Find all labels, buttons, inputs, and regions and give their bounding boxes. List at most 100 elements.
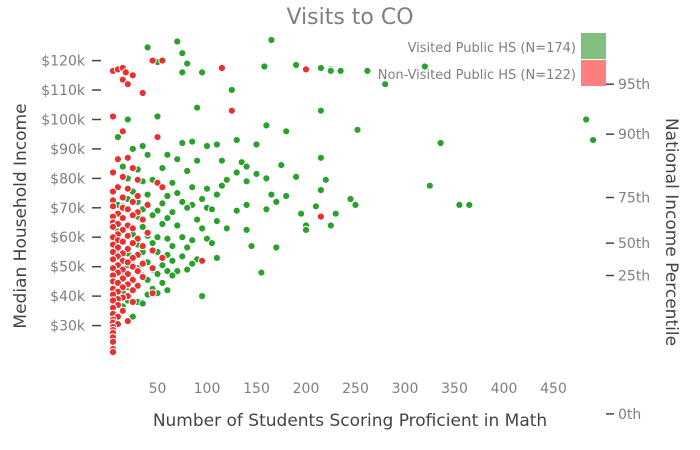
data-point[interactable] xyxy=(158,278,167,287)
data-point[interactable] xyxy=(212,140,221,149)
data-point[interactable] xyxy=(168,271,177,280)
data-point[interactable] xyxy=(183,59,192,68)
data-point[interactable] xyxy=(138,141,147,151)
data-point[interactable] xyxy=(148,246,157,255)
data-point[interactable] xyxy=(128,144,137,153)
data-point[interactable] xyxy=(153,133,162,142)
data-point[interactable] xyxy=(118,237,127,246)
data-point[interactable] xyxy=(232,168,241,177)
data-point[interactable] xyxy=(128,164,137,173)
data-point[interactable] xyxy=(193,215,202,224)
data-point[interactable] xyxy=(282,127,291,136)
data-point[interactable] xyxy=(589,136,598,145)
data-point[interactable] xyxy=(257,268,266,277)
data-point[interactable] xyxy=(262,174,271,183)
data-point[interactable] xyxy=(455,200,464,209)
data-point[interactable] xyxy=(123,115,132,124)
data-point[interactable] xyxy=(128,211,137,220)
data-point[interactable] xyxy=(138,272,147,282)
data-point[interactable] xyxy=(108,222,118,231)
data-point[interactable] xyxy=(321,175,330,184)
data-point[interactable] xyxy=(123,269,132,279)
data-point[interactable] xyxy=(118,75,127,84)
legend-item[interactable]: Non-Visited Public HS (N=122) xyxy=(378,60,606,86)
data-point[interactable] xyxy=(158,219,167,229)
data-point[interactable] xyxy=(128,297,137,307)
data-point[interactable] xyxy=(108,187,118,196)
data-point[interactable] xyxy=(252,140,261,149)
data-point[interactable] xyxy=(277,161,286,170)
data-point[interactable] xyxy=(188,259,197,268)
data-point[interactable] xyxy=(336,66,345,76)
data-point[interactable] xyxy=(118,193,127,202)
data-point[interactable] xyxy=(465,200,474,209)
data-point[interactable] xyxy=(143,228,152,237)
data-point[interactable] xyxy=(381,80,390,89)
data-point[interactable] xyxy=(158,183,167,192)
data-point[interactable] xyxy=(128,312,137,321)
data-point[interactable] xyxy=(272,197,281,206)
data-point[interactable] xyxy=(168,178,177,187)
data-point[interactable] xyxy=(297,209,306,218)
data-point[interactable] xyxy=(158,56,167,65)
data-point[interactable] xyxy=(143,43,152,52)
data-point[interactable] xyxy=(153,269,162,279)
data-point[interactable] xyxy=(158,261,167,270)
data-point[interactable] xyxy=(198,68,207,77)
data-point[interactable] xyxy=(198,194,207,204)
data-point[interactable] xyxy=(222,175,231,184)
legend[interactable]: Visited Public HS (N=174) Non-Visited Pub… xyxy=(378,33,606,86)
data-point[interactable] xyxy=(202,184,212,193)
data-point[interactable] xyxy=(168,256,177,265)
data-point[interactable] xyxy=(316,63,325,73)
data-point[interactable] xyxy=(301,225,311,234)
data-point[interactable] xyxy=(316,186,325,195)
data-point[interactable] xyxy=(138,88,147,98)
data-point[interactable] xyxy=(316,153,325,162)
data-point[interactable] xyxy=(138,215,147,224)
data-point[interactable] xyxy=(133,267,142,276)
data-point[interactable] xyxy=(108,255,118,264)
data-point[interactable] xyxy=(183,265,192,274)
data-point[interactable] xyxy=(363,66,372,76)
data-point[interactable] xyxy=(148,239,157,248)
data-point[interactable] xyxy=(123,244,132,254)
data-point[interactable] xyxy=(163,267,172,276)
data-point[interactable] xyxy=(163,214,172,223)
data-point[interactable] xyxy=(153,206,162,215)
data-point[interactable] xyxy=(178,68,187,77)
data-point[interactable] xyxy=(133,191,142,201)
data-point[interactable] xyxy=(232,206,241,215)
data-point[interactable] xyxy=(183,243,192,252)
data-point[interactable] xyxy=(118,214,127,223)
data-point[interactable] xyxy=(138,299,147,308)
data-point[interactable] xyxy=(242,162,251,171)
data-point[interactable] xyxy=(163,234,172,243)
data-point[interactable] xyxy=(158,253,167,262)
data-point[interactable] xyxy=(143,150,152,159)
data-point[interactable] xyxy=(326,221,335,230)
data-point[interactable] xyxy=(262,205,271,214)
data-point[interactable] xyxy=(282,191,291,201)
data-point[interactable] xyxy=(272,243,281,252)
data-point[interactable] xyxy=(178,233,187,242)
data-point[interactable] xyxy=(113,243,123,252)
data-point[interactable] xyxy=(267,190,276,199)
data-point[interactable] xyxy=(227,106,236,115)
data-point[interactable] xyxy=(353,125,362,134)
data-point[interactable] xyxy=(123,317,132,326)
data-point[interactable] xyxy=(212,190,221,199)
data-point[interactable] xyxy=(108,202,118,211)
data-point[interactable] xyxy=(108,337,118,346)
data-point[interactable] xyxy=(212,217,221,226)
data-point[interactable] xyxy=(178,138,187,148)
data-point[interactable] xyxy=(108,168,118,177)
data-point[interactable] xyxy=(178,252,187,261)
data-point[interactable] xyxy=(247,242,256,251)
data-point[interactable] xyxy=(143,190,152,199)
data-point[interactable] xyxy=(292,172,301,181)
data-point[interactable] xyxy=(582,115,591,124)
data-point[interactable] xyxy=(148,264,157,273)
data-point[interactable] xyxy=(178,197,187,206)
data-point[interactable] xyxy=(425,181,434,190)
